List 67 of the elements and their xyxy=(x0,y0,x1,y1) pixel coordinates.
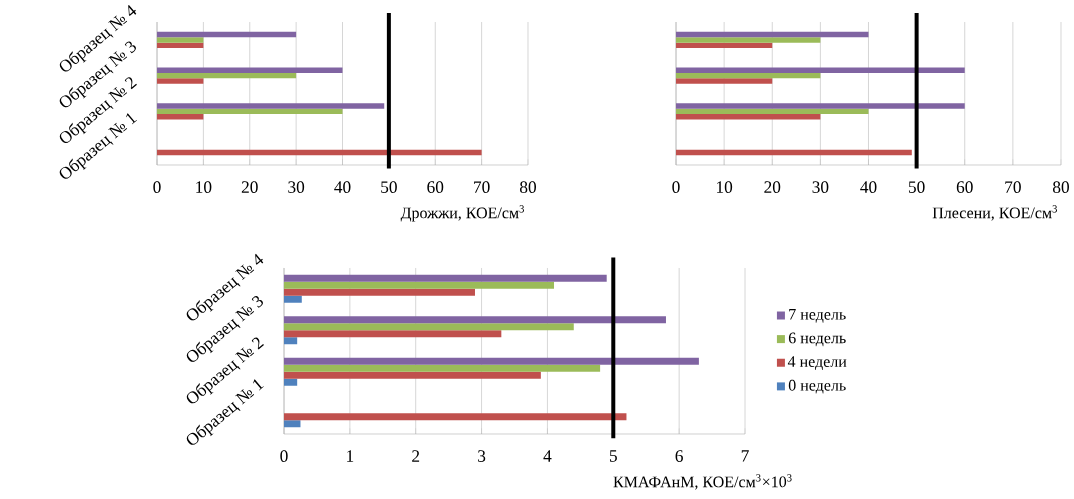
bar xyxy=(284,295,302,303)
x-tick-label: 1 xyxy=(347,450,354,462)
bar xyxy=(676,67,965,73)
x-axis-title: Плесени, КОЕ/см$^{3}$ xyxy=(932,205,1057,221)
bar xyxy=(157,37,204,43)
bar xyxy=(284,357,699,365)
x-tick-label: 20 xyxy=(764,181,781,193)
x-tick-label: 10 xyxy=(196,181,212,193)
bar xyxy=(284,413,627,421)
bar xyxy=(284,288,475,296)
bar xyxy=(676,103,965,109)
bar xyxy=(676,37,821,43)
x-tick-label: 50 xyxy=(908,181,925,193)
x-tick-label: 7 xyxy=(741,450,749,462)
legend-label: 4 недели xyxy=(787,356,847,370)
bar xyxy=(284,274,607,282)
x-axis-title: КМАФАнМ, КОЕ/см$^{3}$×10$^{3}$ xyxy=(613,474,792,490)
x-tick-label: 40 xyxy=(860,181,877,193)
x-tick-label: 80 xyxy=(520,181,537,193)
bar xyxy=(157,149,482,156)
x-tick-label: 20 xyxy=(241,181,258,193)
bar xyxy=(284,371,541,379)
x-tick-label: 60 xyxy=(427,181,444,193)
x-axis-title: Дрожжи, КОЕ/см$^{3}$ xyxy=(400,205,524,222)
bar xyxy=(676,149,912,156)
bar xyxy=(676,42,773,49)
bar xyxy=(157,31,297,38)
bar xyxy=(284,420,301,428)
x-tick-label: 0 xyxy=(672,181,680,193)
x-tick-label: 70 xyxy=(474,181,490,193)
x-tick-label: 4 xyxy=(543,450,552,462)
bar xyxy=(157,103,385,109)
x-tick-label: 40 xyxy=(334,181,351,193)
bar xyxy=(284,281,555,289)
x-tick-label: 0 xyxy=(280,450,288,462)
x-tick-label: 30 xyxy=(288,181,305,193)
bar xyxy=(284,330,502,338)
bar xyxy=(676,108,869,115)
bar xyxy=(157,114,204,120)
x-tick-label: 60 xyxy=(956,181,973,193)
bar xyxy=(676,114,821,120)
x-tick-label: 3 xyxy=(478,450,486,462)
legend-label: 6 недель xyxy=(788,332,846,347)
bar xyxy=(284,364,601,372)
legend-label: 0 недель xyxy=(788,379,846,394)
x-tick-label: 50 xyxy=(381,181,397,193)
x-tick-label: 70 xyxy=(1005,181,1021,193)
bar xyxy=(676,72,821,79)
bar xyxy=(157,42,204,49)
bar xyxy=(284,323,574,331)
bar xyxy=(676,78,773,84)
bar xyxy=(157,67,343,73)
x-tick-label: 30 xyxy=(812,181,829,193)
bar xyxy=(676,31,869,38)
bar xyxy=(284,316,666,324)
bar xyxy=(284,378,298,386)
x-tick-label: 2 xyxy=(412,450,420,462)
x-tick-label: 6 xyxy=(675,450,683,462)
bar xyxy=(157,78,204,84)
bar xyxy=(157,108,343,115)
x-tick-label: 5 xyxy=(609,450,617,462)
x-tick-label: 80 xyxy=(1053,181,1069,193)
bar xyxy=(157,72,297,79)
x-tick-label: 10 xyxy=(716,181,733,193)
legend-label: 7 недель xyxy=(789,309,846,323)
bar xyxy=(284,337,298,345)
x-tick-label: 0 xyxy=(153,181,161,193)
